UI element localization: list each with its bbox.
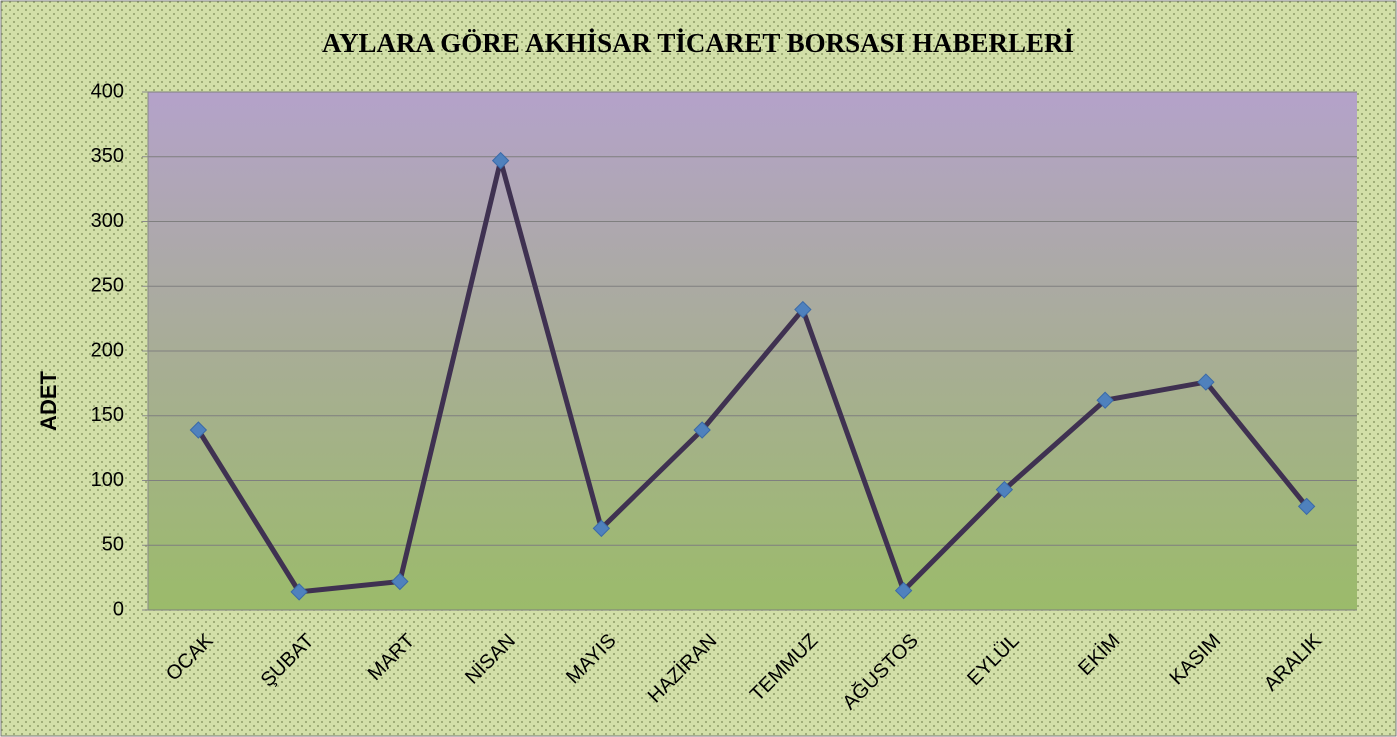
data-marker [391,572,409,591]
y-tick-label: 200 [91,339,124,361]
y-tick-label: 50 [102,534,124,556]
data-marker [995,480,1014,499]
data-marker [1197,373,1215,391]
data-marker [693,421,711,439]
data-marker [290,583,308,601]
data-marker [1297,497,1316,516]
data-marker [1096,391,1114,409]
data-marker [592,519,611,538]
data-marker [189,421,208,439]
y-tick-label: 150 [91,404,124,426]
data-marker [794,300,812,319]
chart-title: AYLARA GÖRE AKHİSAR TİCARET BORSASI HABE… [322,28,1074,58]
data-marker [894,581,913,600]
y-tick-label: 250 [91,275,124,297]
data-line [196,158,1309,595]
y-tick-label: 400 [91,80,124,102]
y-tick-label: 350 [91,145,124,167]
y-tick-label: 100 [91,469,124,491]
y-axis-label: ADET [36,370,61,430]
y-tick-label: 0 [113,598,124,620]
data-marker [491,151,510,170]
y-tick-label: 300 [91,210,124,232]
